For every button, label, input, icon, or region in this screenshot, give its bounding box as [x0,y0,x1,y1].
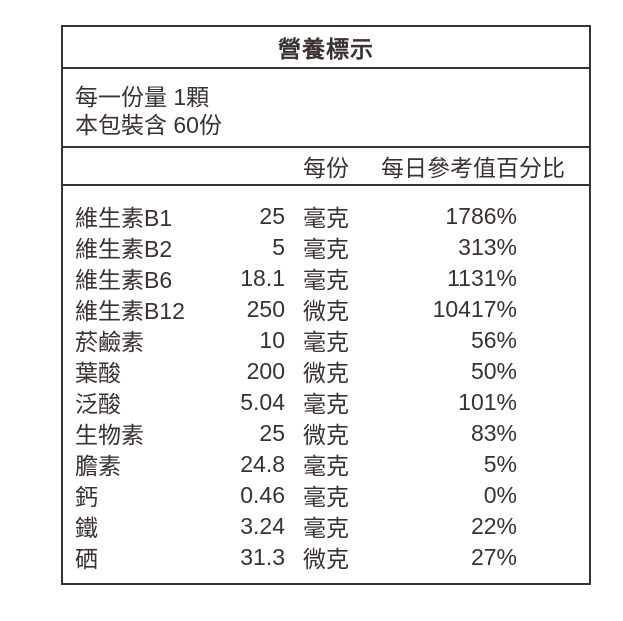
nutrient-unit: 毫克 [303,205,349,231]
nutrient-unit: 微克 [303,422,349,448]
serving-info-section: 每一份量 1顆 本包裝含 60份 [63,69,589,148]
nutrient-unit: 毫克 [303,453,349,479]
servings-per-package-line: 本包裝含 60份 [75,112,222,138]
nutrient-name: 菸鹼素 [75,329,144,355]
nutrient-row: 菸鹼素 10 毫克 56% [75,323,589,356]
nutrient-row: 葉酸 200 微克 50% [75,354,589,387]
nutrient-unit: 毫克 [303,329,349,355]
nutrient-amount: 250 [246,295,285,322]
nutrient-dv: 0% [483,481,517,508]
nutrient-row: 維生素B1 25 毫克 1786% [75,199,589,232]
nutrient-name: 泛酸 [75,391,121,417]
nutrient-name: 鈣 [75,484,98,510]
label-title: 營養標示 [278,36,374,62]
nutrient-unit: 微克 [303,546,349,572]
nutrient-unit: 微克 [303,298,349,324]
nutrient-amount: 24.8 [240,450,285,477]
nutrition-label: 營養標示 每一份量 1顆 本包裝含 60份 每份 每日參考值百分比 維生素B1 2… [61,25,591,585]
nutrient-dv: 5% [483,450,517,477]
nutrient-dv: 56% [470,326,517,353]
nutrient-dv: 101% [458,388,517,415]
nutrient-amount: 0.46 [240,481,285,508]
nutrient-row: 膽素 24.8 毫克 5% [75,447,589,480]
nutrient-row: 維生素B6 18.1 毫克 1131% [75,261,589,294]
nutrient-amount: 200 [246,357,285,384]
nutrient-unit: 毫克 [303,267,349,293]
nutrient-amount: 18.1 [240,264,285,291]
nutrient-row: 泛酸 5.04 毫克 101% [75,385,589,418]
nutrient-amount: 5.04 [240,388,285,415]
nutrient-unit: 微克 [303,360,349,386]
label-title-band: 營養標示 [63,27,589,69]
nutrient-dv: 83% [470,419,517,446]
nutrient-row: 鈣 0.46 毫克 0% [75,478,589,511]
nutrient-name: 葉酸 [75,360,121,386]
nutrient-amount: 25 [259,202,285,229]
nutrient-row: 維生素B12 250 微克 10417% [75,292,589,325]
nutrient-row: 硒 31.3 微克 27% [75,540,589,573]
nutrient-unit: 毫克 [303,236,349,262]
nutrient-unit: 毫克 [303,391,349,417]
nutrient-name: 維生素B2 [75,236,173,262]
nutrient-dv: 22% [470,512,517,539]
nutrient-dv: 50% [470,357,517,384]
nutrient-amount: 5 [272,233,285,260]
nutrient-unit: 毫克 [303,515,349,541]
nutrient-dv: 1786% [445,202,517,229]
column-header-row: 每份 每日參考值百分比 [63,148,589,186]
column-header-daily-value: 每日參考值百分比 [381,155,565,181]
nutrient-row: 生物素 25 微克 83% [75,416,589,449]
nutrient-name: 硒 [75,546,98,572]
nutrient-dv: 313% [458,233,517,260]
nutrient-unit: 毫克 [303,484,349,510]
nutrient-amount: 10 [259,326,285,353]
serving-size-line: 每一份量 1顆 [75,84,210,110]
nutrient-name: 鐵 [75,515,98,541]
nutrient-name: 維生素B6 [75,267,173,293]
nutrient-name: 維生素B1 [75,205,173,231]
nutrient-name: 生物素 [75,422,144,448]
nutrient-name: 維生素B12 [75,298,185,324]
nutrient-dv: 27% [470,543,517,570]
nutrient-amount: 31.3 [240,543,285,570]
nutrient-row: 鐵 3.24 毫克 22% [75,509,589,542]
nutrient-row: 維生素B2 5 毫克 313% [75,230,589,263]
nutrient-amount: 3.24 [240,512,285,539]
nutrient-name: 膽素 [75,453,121,479]
nutrient-rows: 維生素B1 25 毫克 1786% 維生素B2 5 毫克 313% 維生素B6 18.1 毫克 113… [63,186,589,573]
nutrient-dv: 1131% [447,264,517,291]
column-header-per-serving: 每份 [303,155,349,181]
nutrient-dv: 10417% [432,295,517,322]
nutrient-amount: 25 [259,419,285,446]
